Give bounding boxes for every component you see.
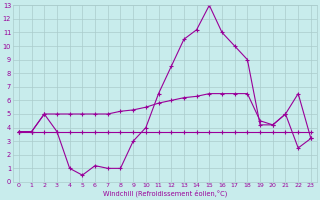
X-axis label: Windchill (Refroidissement éolien,°C): Windchill (Refroidissement éolien,°C) [103,190,227,197]
